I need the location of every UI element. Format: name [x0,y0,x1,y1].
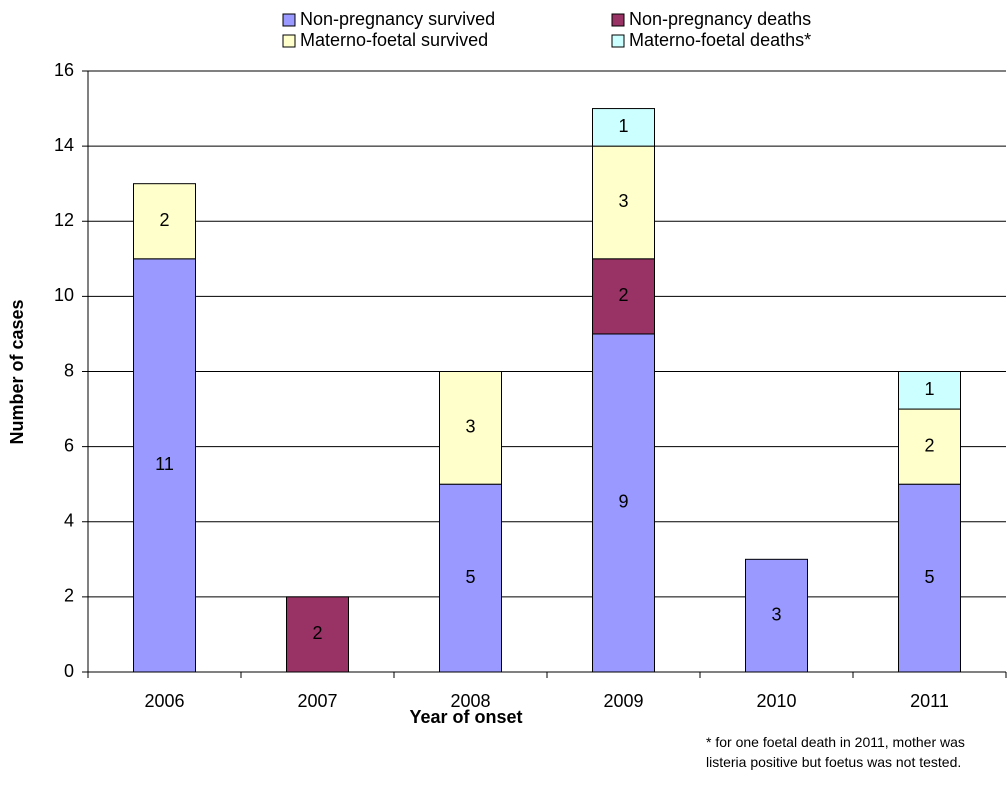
y-tick-label: 10 [54,285,74,305]
x-axis-title: Year of onset [409,707,522,727]
bar-segment [286,596,349,673]
bar-segment [592,145,655,260]
y-tick-label: 0 [64,661,74,681]
data-label: 5 [465,567,475,587]
data-label: 3 [771,604,781,624]
legend-label: Materno-foetal survived [300,30,488,50]
x-tick-label: 2006 [144,691,184,711]
x-tick-label: 2009 [603,691,643,711]
bar-segment [898,408,961,485]
legend-label: Non-pregnancy deaths [629,9,811,29]
bar-segment [133,183,196,260]
bar-segment [439,483,502,673]
bar-segment [898,371,961,410]
data-label: 3 [465,417,475,437]
data-label: 1 [924,379,934,399]
data-label: 2 [924,435,934,455]
y-axis-title: Number of cases [7,299,27,444]
data-label: 2 [312,623,322,643]
bar-segment [745,558,808,673]
bar-segment [133,258,196,673]
y-tick-label: 16 [54,60,74,80]
x-tick-label: 2010 [756,691,796,711]
bar-segment [592,258,655,335]
legend-swatch [282,13,296,27]
data-label: 9 [618,492,628,512]
y-tick-label: 12 [54,210,74,230]
legend-swatch [611,34,625,48]
x-tick-label: 2011 [910,691,949,711]
legend-swatch [282,34,296,48]
data-label: 2 [159,210,169,230]
x-tick-label: 2008 [450,691,490,711]
bar-segment [592,108,655,147]
footnote: * for one foetal death in 2011, mother w… [706,734,965,770]
data-label: 3 [618,191,628,211]
legend-label: Non-pregnancy survived [300,9,495,29]
y-tick-label: 4 [64,511,74,531]
data-label: 11 [155,454,174,474]
legend-label: Materno-foetal deaths* [629,30,811,50]
x-tick-label: 2007 [297,691,337,711]
bar-segment [439,371,502,485]
y-tick-label: 14 [54,135,74,155]
legend-swatch [611,13,625,27]
y-tick-label: 6 [64,435,74,455]
y-tick-label: 2 [64,586,74,606]
data-label: 2 [618,285,628,305]
data-label: 5 [924,567,934,587]
bar-segment [592,333,655,673]
y-tick-label: 8 [64,360,74,380]
bar-segment [898,483,961,673]
data-label: 1 [618,116,628,136]
